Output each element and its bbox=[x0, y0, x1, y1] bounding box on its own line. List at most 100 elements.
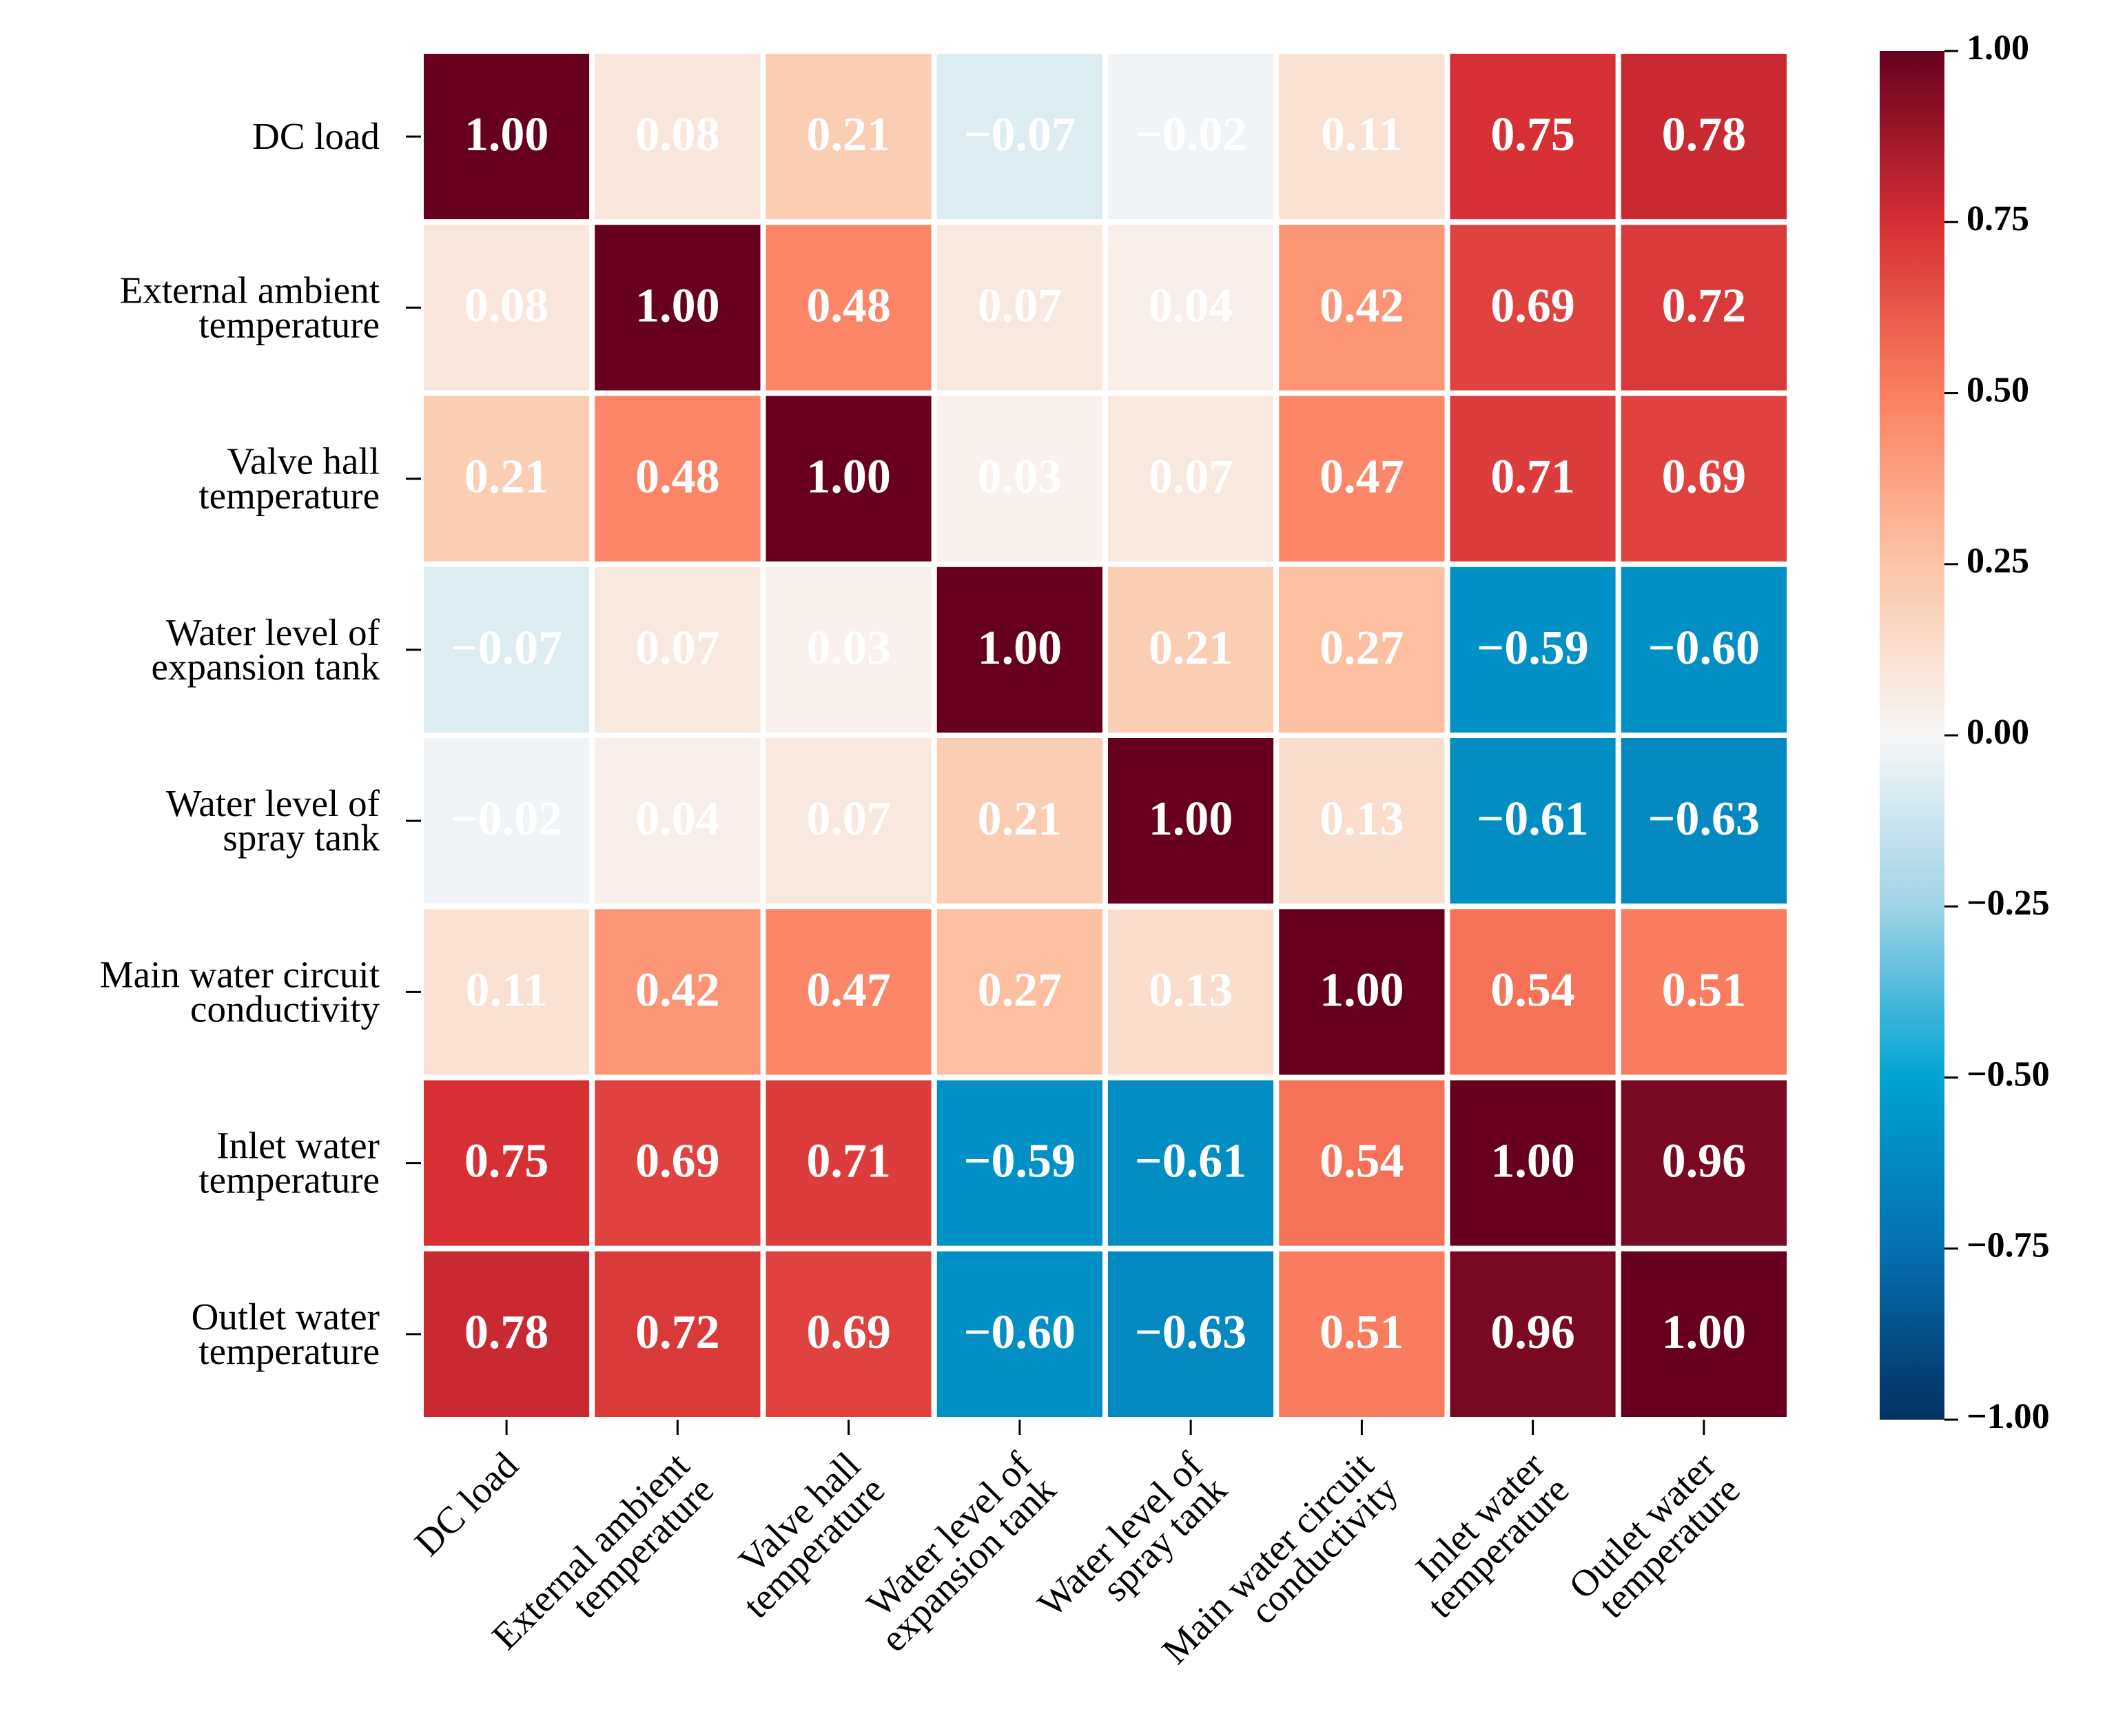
heatmap-cell bbox=[1102, 903, 1280, 1081]
y-tick-label: Outlet water temperature bbox=[192, 1296, 380, 1372]
cell-value-label: −0.07 bbox=[964, 108, 1076, 161]
cell-value-label: 0.51 bbox=[1662, 963, 1747, 1017]
heatmap-cell bbox=[1273, 390, 1450, 567]
cell-value-label: 1.00 bbox=[978, 622, 1062, 675]
y-tick-label: DC load bbox=[252, 115, 380, 157]
cell-value-label: 1.00 bbox=[1149, 793, 1233, 846]
cell-value-label: 0.11 bbox=[466, 963, 548, 1017]
cell-value-label: 0.69 bbox=[635, 1135, 720, 1188]
cell-value-label: 0.27 bbox=[1320, 622, 1404, 675]
heatmap-cell bbox=[1102, 561, 1280, 738]
cell-value-label: 0.13 bbox=[1320, 793, 1404, 846]
y-tick-label-line: spray tank bbox=[223, 817, 380, 859]
cell-value-label: 0.27 bbox=[978, 963, 1062, 1017]
x-tick-label-line: DC load bbox=[407, 1444, 526, 1564]
heatmap-cell bbox=[1615, 1074, 1792, 1252]
cell-value-label: 0.08 bbox=[464, 279, 549, 332]
heatmap-cell bbox=[589, 48, 766, 225]
colorbar bbox=[1880, 51, 1944, 1420]
cell-value-label: 0.69 bbox=[1662, 451, 1747, 504]
cell-value-label: −0.60 bbox=[1648, 622, 1760, 675]
cell-value-label: −0.59 bbox=[1477, 622, 1588, 675]
heatmap-cell bbox=[1273, 48, 1450, 225]
y-tick-label: Inlet water temperature bbox=[198, 1125, 380, 1201]
y-tick-label-line: Outlet water bbox=[192, 1296, 380, 1338]
x-tick-label: DC load bbox=[407, 1444, 526, 1564]
colorbar-tick-label: −0.75 bbox=[1967, 1226, 2050, 1265]
cell-value-label: 0.03 bbox=[806, 622, 891, 675]
cell-value-label: 0.08 bbox=[635, 108, 720, 161]
x-tick-label: Inlet watertemperature bbox=[1395, 1444, 1577, 1626]
cell-value-label: 0.71 bbox=[806, 1135, 891, 1188]
y-tick-label-line: temperature bbox=[198, 1159, 380, 1201]
cell-value-label: −0.61 bbox=[1135, 1135, 1246, 1188]
cell-value-label: 0.96 bbox=[1662, 1135, 1747, 1188]
cell-value-label: −0.02 bbox=[451, 793, 562, 846]
y-tick-label-line: temperature bbox=[198, 303, 380, 345]
cell-value-label: 0.21 bbox=[806, 108, 891, 161]
heatmap-cell bbox=[589, 1074, 766, 1252]
y-tick-label: Main water circuit conductivity bbox=[100, 953, 380, 1030]
heatmap-cell bbox=[760, 1245, 937, 1422]
y-tick-label: Water level of expansion tank bbox=[152, 611, 380, 688]
heatmap-cell bbox=[1615, 390, 1792, 567]
cell-value-label: 0.54 bbox=[1490, 963, 1575, 1017]
heatmap-cell bbox=[1102, 390, 1280, 567]
heatmap-cell bbox=[1102, 1245, 1280, 1422]
cell-value-label: 1.00 bbox=[635, 279, 720, 332]
cell-value-label: 0.21 bbox=[464, 451, 549, 504]
cell-value-label: 0.78 bbox=[1662, 108, 1747, 161]
cell-value-label: 0.07 bbox=[806, 793, 891, 846]
cell-value-label: 0.21 bbox=[1149, 622, 1233, 675]
colorbar-tick-label: −1.00 bbox=[1967, 1397, 2050, 1436]
y-tick-label-line: temperature bbox=[198, 1330, 380, 1372]
cell-value-label: 0.13 bbox=[1149, 963, 1233, 1017]
cell-value-label: 1.00 bbox=[464, 108, 549, 161]
heatmap-cell bbox=[1615, 903, 1792, 1081]
cell-value-label: 0.51 bbox=[1320, 1306, 1404, 1359]
cell-value-label: −0.60 bbox=[964, 1306, 1076, 1359]
y-tick-label: Water level of spray tank bbox=[166, 782, 380, 859]
y-tick-label-line: Valve hall bbox=[227, 440, 380, 482]
cell-value-label: 0.04 bbox=[635, 793, 720, 846]
cell-value-label: 0.48 bbox=[635, 451, 720, 504]
y-tick-label-line: Water level of bbox=[166, 782, 380, 824]
heatmap-cell bbox=[1273, 219, 1450, 396]
heatmap-cell bbox=[1615, 1245, 1792, 1422]
heatmap-cell bbox=[931, 219, 1108, 396]
heatmap-cell bbox=[1273, 903, 1450, 1081]
cell-value-label: 0.47 bbox=[1320, 451, 1404, 504]
cell-value-label: 0.42 bbox=[635, 963, 720, 1017]
cell-value-label: −0.07 bbox=[451, 622, 562, 675]
cell-value-label: 0.72 bbox=[1662, 279, 1747, 332]
heatmap-cell bbox=[1444, 561, 1621, 738]
cell-value-label: −0.63 bbox=[1648, 793, 1760, 846]
heatmap-cell bbox=[1273, 1074, 1450, 1252]
y-tick-label-line: DC load bbox=[252, 115, 380, 157]
cell-value-label: 0.03 bbox=[978, 451, 1062, 504]
cell-value-label: 0.54 bbox=[1320, 1135, 1404, 1188]
colorbar-tick-label: 0.50 bbox=[1967, 370, 2029, 409]
colorbar-tick-label: −0.25 bbox=[1967, 884, 2050, 923]
heatmap-cell bbox=[1444, 390, 1621, 567]
colorbar-tick-label: 0.00 bbox=[1967, 713, 2029, 752]
cell-value-label: 0.75 bbox=[464, 1135, 549, 1188]
heatmap-cell bbox=[589, 903, 766, 1081]
heatmap-cell bbox=[1102, 1074, 1280, 1252]
colorbar-tick-label: −0.50 bbox=[1967, 1054, 2050, 1094]
y-tick-label-line: expansion tank bbox=[152, 646, 380, 688]
y-tick-label-line: Water level of bbox=[166, 611, 380, 653]
heatmap-cell bbox=[418, 1074, 595, 1252]
heatmap-cell bbox=[760, 1074, 937, 1252]
heatmap-cell bbox=[1102, 733, 1280, 910]
x-tick-label: Water level ofexpansion tank bbox=[848, 1444, 1064, 1660]
cell-value-label: −0.59 bbox=[964, 1135, 1076, 1188]
colorbar-tick-label: 0.25 bbox=[1967, 542, 2029, 581]
heatmap-cell bbox=[1444, 1074, 1621, 1252]
cell-value-label: 0.07 bbox=[978, 279, 1062, 332]
cell-value-label: −0.63 bbox=[1135, 1306, 1246, 1359]
heatmap-cell bbox=[589, 219, 766, 396]
colorbar-tick-label: 1.00 bbox=[1967, 28, 2029, 68]
y-tick-label: External ambient temperature bbox=[120, 269, 380, 345]
